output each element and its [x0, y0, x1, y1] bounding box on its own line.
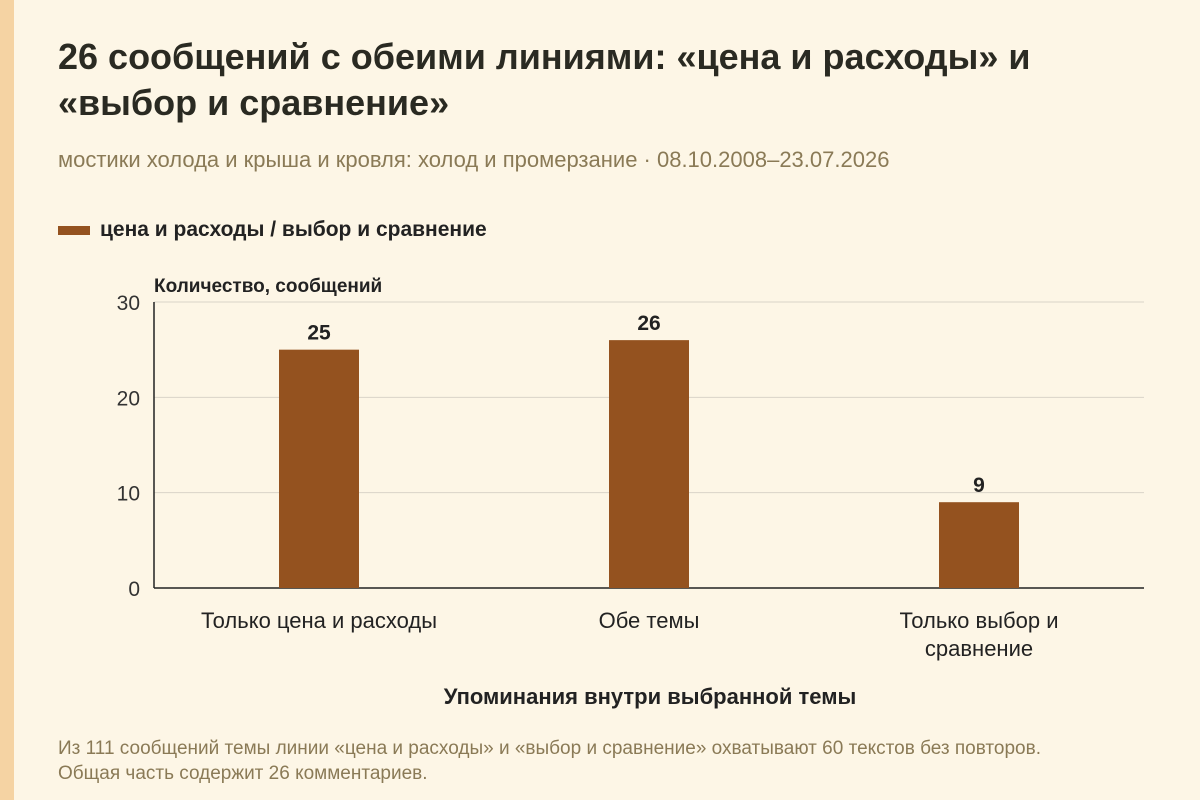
bar-value-label: 9 — [973, 474, 985, 497]
bar-value-label: 26 — [637, 312, 660, 335]
bar — [609, 340, 689, 588]
bar — [279, 349, 359, 588]
legend-label: цена и расходы / выбор и сравнение — [100, 218, 487, 241]
y-tick-label: 0 — [128, 578, 140, 601]
x-tick-label: Только цена и расходы — [201, 608, 437, 633]
x-tick-label: Обе темы — [599, 608, 700, 633]
legend: цена и расходы / выбор и сравнение — [58, 218, 487, 242]
accent-strip — [0, 0, 14, 800]
x-axis-label: Упоминания внутри выбранной темы — [443, 684, 857, 709]
chart-title: 26 сообщений с обеими линиями: «цена и р… — [58, 36, 1031, 123]
y-tick-label: 20 — [117, 387, 140, 410]
footnote: Из 111 сообщений темы линии «цена и расх… — [58, 738, 1041, 784]
bar-value-label: 25 — [307, 322, 331, 345]
y-axis-label: Количество, сообщений — [154, 276, 382, 297]
bar-chart: Количество, сообщений 0 10 20 30 25 Только цен… — [117, 276, 1144, 661]
legend-swatch — [58, 225, 90, 235]
chart-subtitle: мостики холода и крыша и кровля: холод и… — [58, 147, 890, 172]
bar — [939, 502, 1019, 588]
x-tick-label: Только выбор и сравнение — [900, 608, 1059, 661]
y-tick-label: 10 — [117, 483, 140, 506]
y-tick-label: 30 — [117, 292, 140, 315]
